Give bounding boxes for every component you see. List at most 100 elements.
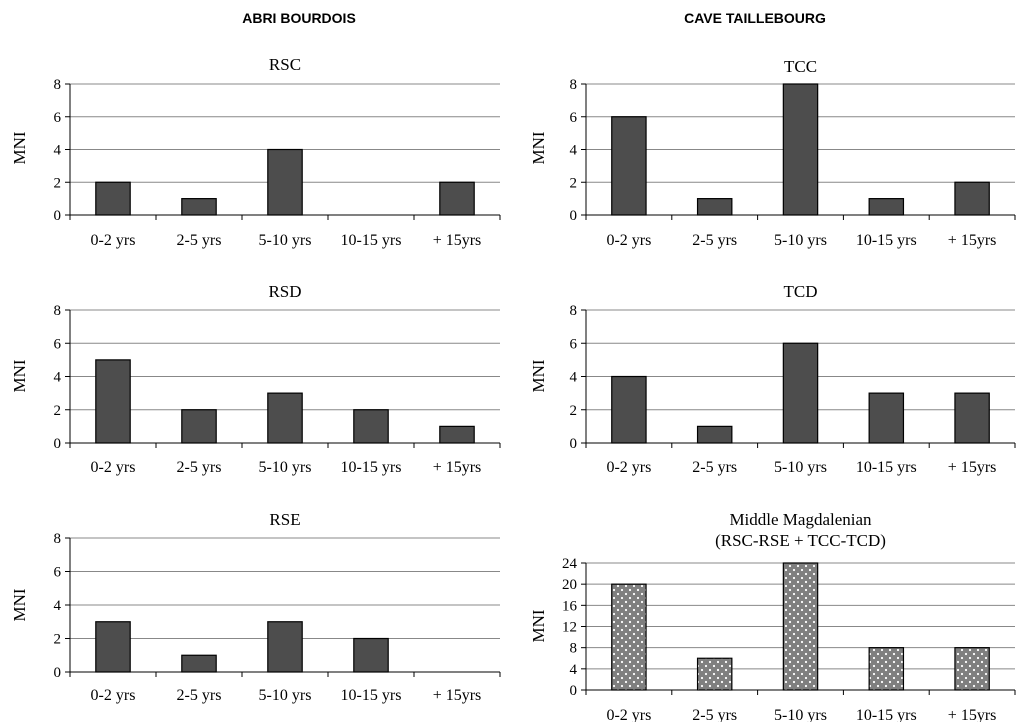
bar bbox=[267, 148, 303, 216]
x-tick-label: 0-2 yrs bbox=[91, 459, 136, 476]
x-tick-label: 5-10 yrs bbox=[774, 707, 827, 722]
bar bbox=[782, 342, 819, 444]
y-tick-label: 0 bbox=[570, 208, 578, 224]
x-tick-label: 5-10 yrs bbox=[259, 687, 312, 704]
site-title-abri-bourdois: ABRI BOURDOIS bbox=[242, 10, 356, 26]
x-tick-label: 2-5 yrs bbox=[692, 707, 737, 722]
chart-title: TCC bbox=[784, 57, 817, 76]
bar bbox=[181, 198, 217, 216]
x-tick-label: 2-5 yrs bbox=[692, 232, 737, 249]
bar bbox=[696, 425, 733, 444]
x-tick-label: 0-2 yrs bbox=[606, 232, 651, 249]
bar bbox=[95, 621, 131, 673]
bar bbox=[782, 562, 819, 691]
bar bbox=[782, 83, 819, 216]
chart-panel: 0 2 4 6 8 0-2 yrs 2-5 yrs 5-10 yrs 10-15 yrs + 15… bbox=[529, 282, 1016, 476]
x-tick-label: 0-2 yrs bbox=[606, 707, 651, 722]
bar bbox=[95, 359, 131, 444]
x-tick-label: 10-15 yrs bbox=[856, 232, 917, 249]
chart-panel: 0 2 4 6 8 0-2 yrs 2-5 yrs 5-10 yrs 10-15 yrs + 15… bbox=[10, 55, 501, 249]
y-tick-label: 2 bbox=[54, 175, 62, 191]
bar bbox=[954, 647, 990, 691]
chart-panel: 0 2 4 6 8 0-2 yrs 2-5 yrs 5-10 yrs 10-15 yrs + 15… bbox=[529, 57, 1016, 249]
chart-title: RSD bbox=[268, 282, 301, 301]
x-tick-label: 5-10 yrs bbox=[259, 459, 312, 476]
chart-panel: 0 4 8 12 16 20 24 0-2 yrs 2-5 yrs 5-10 yrs 10-15 y… bbox=[529, 510, 1016, 722]
bar bbox=[696, 657, 733, 691]
chart-title: Middle Magdalenian bbox=[729, 510, 872, 529]
y-axis-label: MNI bbox=[529, 131, 548, 164]
site-title-cave-taillebourg: CAVE TAILLEBOURG bbox=[684, 10, 826, 26]
bar bbox=[611, 375, 647, 444]
y-tick-label: 8 bbox=[570, 641, 578, 657]
chart-title: RSC bbox=[269, 55, 301, 74]
bar bbox=[954, 392, 990, 444]
y-tick-label: 8 bbox=[54, 77, 62, 93]
y-axis-label: MNI bbox=[10, 359, 29, 392]
x-tick-label: 5-10 yrs bbox=[774, 232, 827, 249]
x-tick-label: 2-5 yrs bbox=[177, 687, 222, 704]
x-tick-label: 10-15 yrs bbox=[856, 707, 917, 722]
bar bbox=[611, 116, 647, 216]
x-tick-label: + 15yrs bbox=[948, 232, 997, 249]
x-tick-label: + 15yrs bbox=[948, 459, 997, 476]
y-tick-label: 4 bbox=[570, 370, 578, 386]
y-tick-label: 16 bbox=[562, 598, 578, 614]
bar bbox=[696, 198, 733, 216]
bar bbox=[95, 181, 131, 216]
x-tick-label: 2-5 yrs bbox=[177, 459, 222, 476]
chart-panel: 0 2 4 6 8 0-2 yrs 2-5 yrs 5-10 yrs 10-15 yrs + 15… bbox=[10, 282, 501, 476]
y-axis-label: MNI bbox=[10, 131, 29, 164]
y-tick-label: 6 bbox=[54, 336, 62, 352]
y-tick-label: 6 bbox=[54, 565, 62, 581]
y-tick-label: 4 bbox=[54, 143, 62, 159]
bar bbox=[868, 198, 905, 216]
y-tick-label: 24 bbox=[562, 556, 578, 572]
x-tick-label: 2-5 yrs bbox=[177, 232, 222, 249]
x-tick-label: 10-15 yrs bbox=[341, 459, 402, 476]
bar bbox=[181, 409, 217, 444]
y-tick-label: 0 bbox=[570, 436, 578, 452]
y-tick-label: 0 bbox=[570, 683, 578, 699]
x-tick-label: 10-15 yrs bbox=[341, 232, 402, 249]
y-axis-label: MNI bbox=[529, 359, 548, 392]
x-tick-label: 10-15 yrs bbox=[856, 459, 917, 476]
bar bbox=[868, 392, 905, 444]
y-tick-label: 4 bbox=[570, 143, 578, 159]
x-tick-label: + 15yrs bbox=[948, 707, 997, 722]
x-tick-label: + 15yrs bbox=[433, 687, 482, 704]
chart-title: (RSC-RSE + TCC-TCD) bbox=[715, 531, 886, 550]
y-tick-label: 4 bbox=[54, 598, 62, 614]
x-tick-label: 10-15 yrs bbox=[341, 687, 402, 704]
bar bbox=[353, 409, 389, 444]
bar bbox=[611, 583, 647, 691]
y-axis-label: MNI bbox=[10, 588, 29, 621]
x-tick-label: 0-2 yrs bbox=[91, 232, 136, 249]
x-tick-label: 5-10 yrs bbox=[259, 232, 312, 249]
y-tick-label: 2 bbox=[570, 175, 578, 191]
y-tick-label: 6 bbox=[54, 110, 62, 126]
y-tick-label: 2 bbox=[54, 632, 62, 648]
bar bbox=[181, 654, 217, 673]
y-tick-label: 4 bbox=[570, 662, 578, 678]
y-tick-label: 2 bbox=[570, 403, 578, 419]
chart-title: RSE bbox=[269, 510, 300, 529]
bar bbox=[868, 647, 905, 691]
bar bbox=[267, 621, 303, 673]
y-tick-label: 8 bbox=[570, 77, 578, 93]
y-tick-label: 0 bbox=[54, 436, 62, 452]
bar bbox=[353, 637, 389, 673]
x-tick-label: 0-2 yrs bbox=[91, 687, 136, 704]
y-axis-label: MNI bbox=[529, 609, 548, 642]
y-tick-label: 0 bbox=[54, 665, 62, 681]
x-tick-label: 5-10 yrs bbox=[774, 459, 827, 476]
bar bbox=[954, 181, 990, 216]
y-tick-label: 0 bbox=[54, 208, 62, 224]
x-tick-label: + 15yrs bbox=[433, 459, 482, 476]
y-tick-label: 8 bbox=[570, 303, 578, 319]
y-tick-label: 12 bbox=[562, 620, 577, 636]
y-tick-label: 2 bbox=[54, 403, 62, 419]
chart-panel: 0 2 4 6 8 0-2 yrs 2-5 yrs 5-10 yrs 10-15 yrs + 15… bbox=[10, 510, 501, 704]
bar bbox=[267, 392, 303, 444]
